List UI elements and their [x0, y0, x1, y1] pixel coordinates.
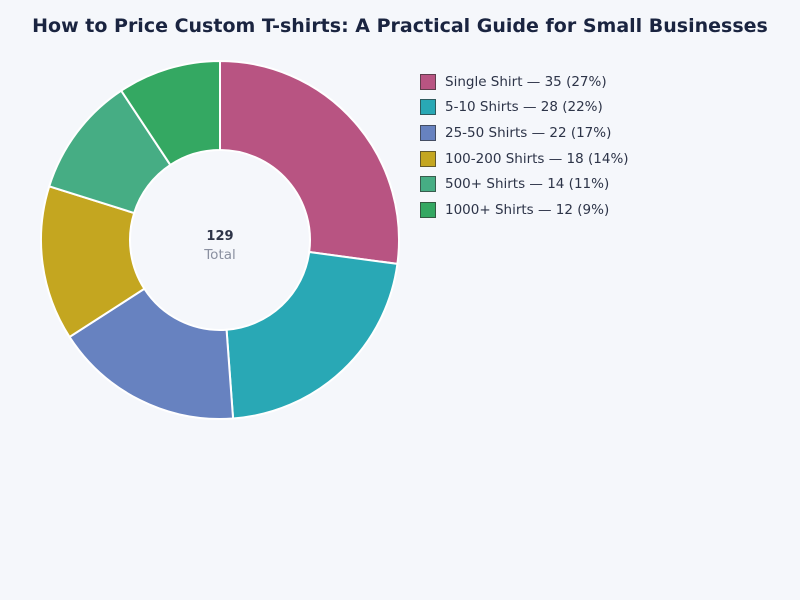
legend-swatch — [420, 124, 436, 141]
legend-item: 1000+ Shirts — 12 (9%) — [420, 197, 629, 223]
legend-label: 100-200 Shirts — 18 (14%) — [445, 150, 629, 167]
chart-title: How to Price Custom T-shirts: A Practica… — [32, 15, 768, 37]
legend-swatch — [420, 99, 436, 116]
center-total-label: Total — [203, 247, 236, 263]
donut-slice-100-200-shirts — [40, 185, 146, 339]
legend-swatch — [420, 150, 436, 167]
legend-item: 25-50 Shirts — 22 (17%) — [420, 120, 629, 146]
legend-label: 1000+ Shirts — 12 (9%) — [445, 201, 610, 218]
legend-label: 5-10 Shirts — 28 (22%) — [445, 99, 603, 116]
legend-swatch — [420, 73, 436, 90]
legend-swatch — [420, 201, 436, 218]
center-total-value: 129 — [206, 229, 233, 244]
donut-slice-25-50-shirts — [68, 287, 235, 420]
legend-label: 500+ Shirts — 14 (11%) — [445, 176, 610, 193]
legend-swatch — [420, 176, 436, 193]
legend: Single Shirt — 35 (27%) 5-10 Shirts — 28 … — [420, 69, 629, 223]
donut-slice-single-shirt — [219, 59, 400, 266]
donut-slice-5-10-shirts — [225, 250, 399, 420]
legend-item: 500+ Shirts — 14 (11%) — [420, 171, 629, 197]
legend-item: 100-200 Shirts — 18 (14%) — [420, 146, 629, 172]
legend-item: Single Shirt — 35 (27%) — [420, 69, 629, 95]
legend-item: 5-10 Shirts — 28 (22%) — [420, 95, 629, 121]
legend-label: 25-50 Shirts — 22 (17%) — [445, 124, 612, 141]
donut-slice-1000-shirts — [119, 59, 221, 167]
legend-label: Single Shirt — 35 (27%) — [445, 73, 607, 90]
